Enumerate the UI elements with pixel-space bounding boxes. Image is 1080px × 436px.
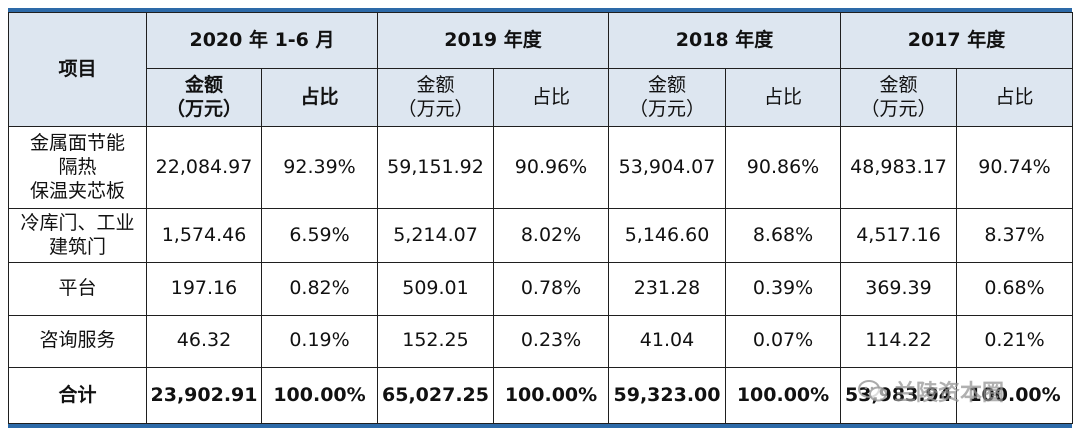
- cell-amount-2020h1: 22,084.97: [146, 125, 262, 210]
- header-ratio-2020h1: 占比: [261, 68, 378, 127]
- cell-ratio-2020h1: 0.19%: [261, 314, 378, 368]
- cell-amount-2018: 5,146.60: [608, 208, 726, 264]
- cell-ratio-2018: 0.07%: [725, 314, 841, 368]
- total-ratio-2019: 100.00%: [493, 366, 609, 425]
- cell-amount-2017: 48,983.17: [840, 125, 957, 210]
- header-amount-2020h1: 金额 （万元）: [146, 68, 262, 127]
- table-row: 金属面节能 隔热 保温夹芯板 22,084.97 92.39% 59,151.92 90.9…: [8, 125, 1073, 210]
- cell-ratio-2017: 8.37%: [956, 208, 1073, 264]
- table-frame: 项目 2020 年 1-6 月 2019 年度 2018 年度 2017 年度 …: [8, 8, 1073, 428]
- row-item-name: 合计: [8, 366, 147, 425]
- table-row: 咨询服务 46.32 0.19% 152.25 0.23% 41.04 0.07% 114.2…: [8, 314, 1073, 368]
- cell-ratio-2018: 90.86%: [725, 125, 841, 210]
- header-amount-2017: 金额 （万元）: [840, 68, 957, 127]
- cell-ratio-2017: 90.74%: [956, 125, 1073, 210]
- cell-amount-2017: 369.39: [840, 262, 957, 316]
- total-amount-2019: 65,027.25: [377, 366, 494, 425]
- table-row: 冷库门、工业 建筑门 1,574.46 6.59% 5,214.07 8.02% 5,146…: [8, 208, 1073, 264]
- cell-amount-2017: 4,517.16: [840, 208, 957, 264]
- table-row: 平台 197.16 0.82% 509.01 0.78% 231.28 0.39% 369.3…: [8, 262, 1073, 316]
- row-item-name: 冷库门、工业 建筑门: [8, 208, 147, 264]
- cell-ratio-2018: 8.68%: [725, 208, 841, 264]
- cell-ratio-2019: 90.96%: [493, 125, 609, 210]
- row-item-name: 平台: [8, 262, 147, 316]
- cell-ratio-2019: 0.78%: [493, 262, 609, 316]
- cell-amount-2018: 41.04: [608, 314, 726, 368]
- table-row-total: 合计 23,902.91 100.00% 65,027.25 100.00% 59,323…: [8, 366, 1073, 425]
- cell-amount-2019: 152.25: [377, 314, 494, 368]
- cell-amount-2020h1: 1,574.46: [146, 208, 262, 264]
- cell-amount-2018: 53,904.07: [608, 125, 726, 210]
- cell-amount-2020h1: 46.32: [146, 314, 262, 368]
- header-ratio-2018: 占比: [725, 68, 841, 127]
- revenue-table: 项目 2020 年 1-6 月 2019 年度 2018 年度 2017 年度 …: [8, 12, 1073, 425]
- header-amount-2018: 金额 （万元）: [608, 68, 726, 127]
- header-amount-2019: 金额 （万元）: [377, 68, 494, 127]
- total-amount-2020h1: 23,902.91: [146, 366, 262, 425]
- total-ratio-2020h1: 100.00%: [261, 366, 378, 425]
- cell-ratio-2019: 8.02%: [493, 208, 609, 264]
- cell-ratio-2017: 0.68%: [956, 262, 1073, 316]
- cell-amount-2019: 509.01: [377, 262, 494, 316]
- header-item: 项目: [8, 12, 147, 127]
- cell-ratio-2020h1: 0.82%: [261, 262, 378, 316]
- cell-ratio-2017: 0.21%: [956, 314, 1073, 368]
- cell-amount-2019: 5,214.07: [377, 208, 494, 264]
- total-amount-2017: 53,983.94: [840, 366, 957, 425]
- header-period-2017: 2017 年度: [840, 12, 1073, 69]
- row-item-name: 咨询服务: [8, 314, 147, 368]
- header-period-2019: 2019 年度: [377, 12, 609, 69]
- total-ratio-2018: 100.00%: [725, 366, 841, 425]
- cell-amount-2018: 231.28: [608, 262, 726, 316]
- cell-ratio-2020h1: 92.39%: [261, 125, 378, 210]
- cell-ratio-2019: 0.23%: [493, 314, 609, 368]
- cell-ratio-2018: 0.39%: [725, 262, 841, 316]
- cell-ratio-2020h1: 6.59%: [261, 208, 378, 264]
- row-item-name: 金属面节能 隔热 保温夹芯板: [8, 125, 147, 210]
- header-period-2018: 2018 年度: [608, 12, 841, 69]
- cell-amount-2020h1: 197.16: [146, 262, 262, 316]
- total-ratio-2017: 100.00%: [956, 366, 1073, 425]
- header-period-2020h1: 2020 年 1-6 月: [146, 12, 378, 69]
- cell-amount-2019: 59,151.92: [377, 125, 494, 210]
- header-ratio-2017: 占比: [956, 68, 1073, 127]
- cell-amount-2017: 114.22: [840, 314, 957, 368]
- header-ratio-2019: 占比: [493, 68, 609, 127]
- total-amount-2018: 59,323.00: [608, 366, 726, 425]
